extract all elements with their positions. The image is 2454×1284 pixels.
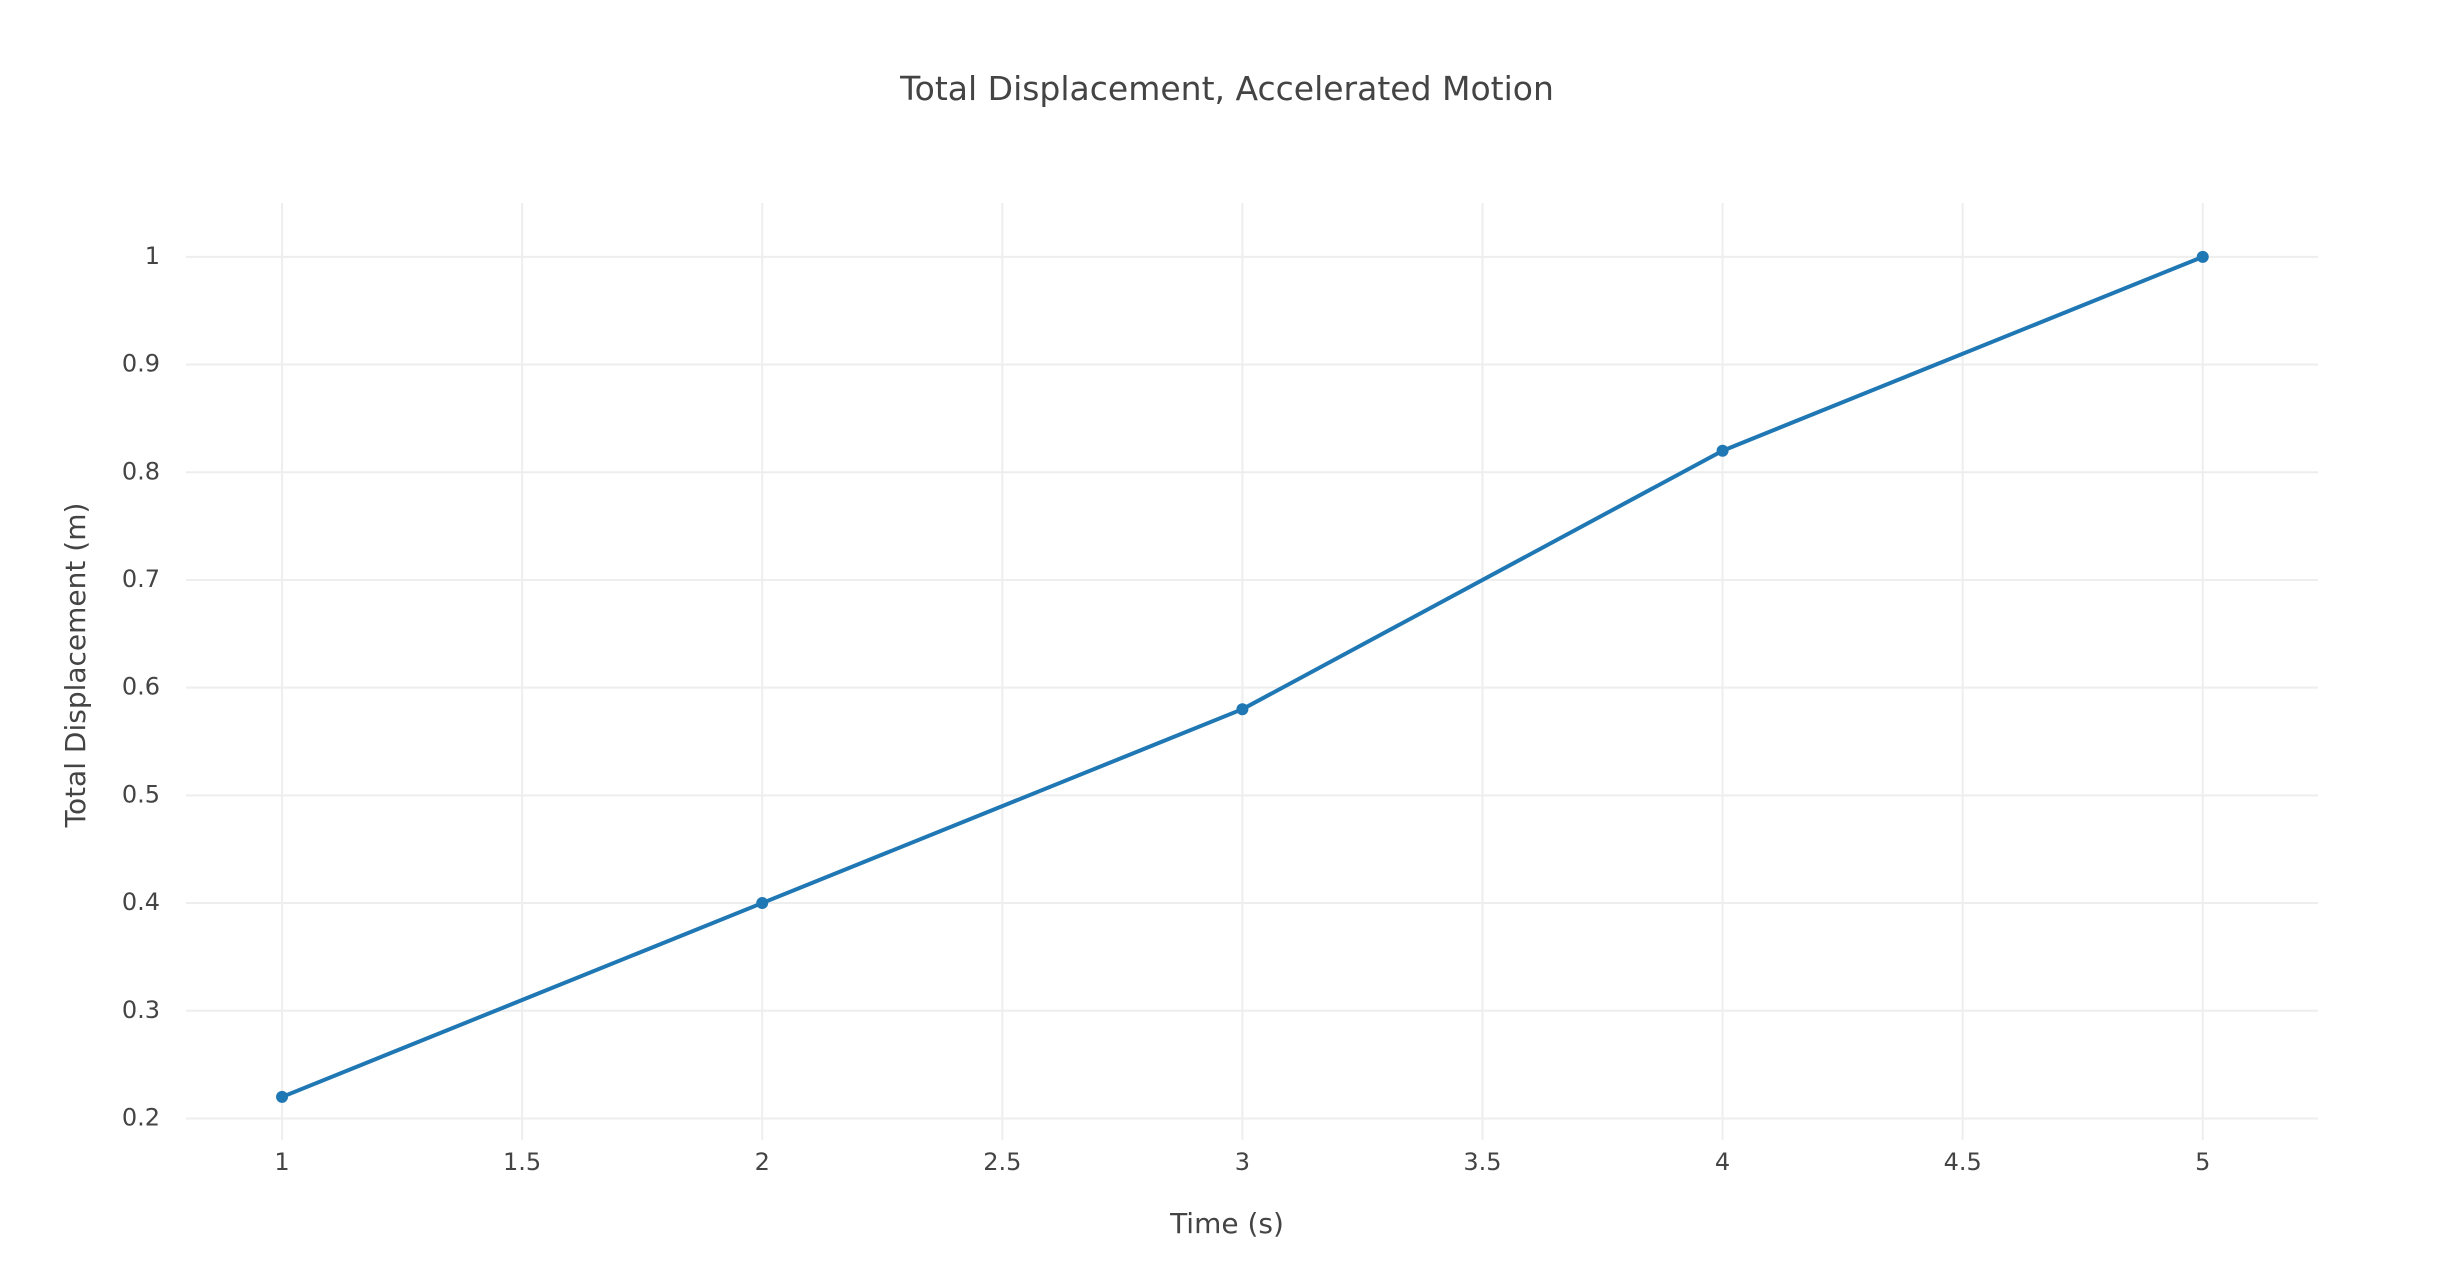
series-group bbox=[276, 250, 2209, 1103]
x-tick-label: 2.5 bbox=[983, 1148, 1021, 1176]
x-tick-label: 3.5 bbox=[1463, 1148, 1501, 1176]
x-tick-label: 1 bbox=[274, 1148, 289, 1176]
y-tick-label: 1 bbox=[145, 242, 160, 270]
data-point bbox=[2196, 250, 2209, 263]
y-tick-label: 0.5 bbox=[122, 780, 160, 808]
y-tick-label: 0.7 bbox=[122, 565, 160, 593]
grid bbox=[186, 203, 2318, 1140]
x-tick-label: 4 bbox=[1715, 1148, 1730, 1176]
y-tick-label: 0.4 bbox=[122, 888, 160, 916]
x-tick-label: 1.5 bbox=[503, 1148, 541, 1176]
x-axis-ticks: 1 1.5 2 2.5 3 3.5 4 4.5 5 bbox=[274, 1148, 2210, 1176]
x-tick-label: 5 bbox=[2195, 1148, 2210, 1176]
y-tick-label: 0.2 bbox=[122, 1103, 160, 1131]
data-point bbox=[1236, 703, 1249, 716]
x-axis-title: Time (s) bbox=[1169, 1207, 1284, 1240]
y-tick-label: 0.8 bbox=[122, 457, 160, 485]
chart-title: Total Displacement, Accelerated Motion bbox=[899, 69, 1554, 108]
y-axis-ticks: 0.2 0.3 0.4 0.5 0.6 0.7 0.8 0.9 1 bbox=[122, 242, 160, 1132]
y-tick-label: 0.3 bbox=[122, 996, 160, 1024]
data-point bbox=[756, 897, 769, 910]
y-tick-label: 0.6 bbox=[122, 673, 160, 701]
x-tick-label: 2 bbox=[755, 1148, 770, 1176]
x-tick-label: 3 bbox=[1235, 1148, 1250, 1176]
y-tick-label: 0.9 bbox=[122, 350, 160, 378]
data-point bbox=[1716, 444, 1729, 457]
y-axis-title: Total Displacement (m) bbox=[59, 503, 92, 829]
x-tick-label: 4.5 bbox=[1944, 1148, 1982, 1176]
data-point bbox=[276, 1090, 289, 1103]
